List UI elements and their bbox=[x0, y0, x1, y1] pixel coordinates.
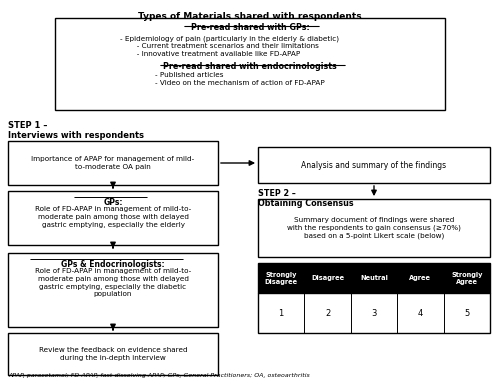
Text: Neutral: Neutral bbox=[360, 275, 388, 281]
FancyBboxPatch shape bbox=[8, 141, 218, 185]
Text: 4: 4 bbox=[418, 308, 423, 318]
FancyBboxPatch shape bbox=[8, 253, 218, 327]
Text: 3: 3 bbox=[372, 308, 376, 318]
Text: Summary document of findings were shared
with the respondents to gain consensus : Summary document of findings were shared… bbox=[287, 217, 461, 239]
FancyBboxPatch shape bbox=[258, 293, 490, 333]
FancyBboxPatch shape bbox=[8, 191, 218, 245]
FancyBboxPatch shape bbox=[258, 199, 490, 257]
Text: Pre-read shared with GPs:: Pre-read shared with GPs: bbox=[190, 23, 310, 32]
Text: STEP 2 –
Obtaining Consensus: STEP 2 – Obtaining Consensus bbox=[258, 189, 354, 208]
Text: STEP 1 –
Interviews with respondents: STEP 1 – Interviews with respondents bbox=[8, 121, 144, 141]
Text: 1: 1 bbox=[278, 308, 284, 318]
Text: Importance of APAP for management of mild-
to-moderate OA pain: Importance of APAP for management of mil… bbox=[32, 156, 194, 170]
Text: Analysis and summary of the findings: Analysis and summary of the findings bbox=[302, 161, 446, 169]
Text: GPs & Endocrinologists:: GPs & Endocrinologists: bbox=[61, 260, 165, 269]
Text: Agree: Agree bbox=[410, 275, 432, 281]
Text: 2: 2 bbox=[325, 308, 330, 318]
Text: Review the feedback on evidence shared
during the in-depth interview: Review the feedback on evidence shared d… bbox=[38, 347, 188, 361]
FancyBboxPatch shape bbox=[258, 263, 490, 293]
Text: Disagree: Disagree bbox=[311, 275, 344, 281]
Text: Pre-read shared with endocrinologists: Pre-read shared with endocrinologists bbox=[163, 62, 337, 71]
Text: - Current treatment scenarios and their limitations: - Current treatment scenarios and their … bbox=[130, 43, 319, 49]
Text: Strongly
Agree: Strongly Agree bbox=[451, 271, 482, 285]
FancyBboxPatch shape bbox=[258, 147, 490, 183]
Text: Role of FD-APAP in management of mild-to-
moderate pain among those with delayed: Role of FD-APAP in management of mild-to… bbox=[35, 268, 191, 297]
FancyBboxPatch shape bbox=[8, 333, 218, 375]
Text: Strongly
Disagree: Strongly Disagree bbox=[264, 271, 298, 285]
Text: APAP, paracetamol; FD-APAP, fast-dissolving APAP; GPs, General Practitioners; OA: APAP, paracetamol; FD-APAP, fast-dissolv… bbox=[8, 373, 310, 378]
Text: 5: 5 bbox=[464, 308, 469, 318]
Text: - Innovative treatment available like FD-APAP: - Innovative treatment available like FD… bbox=[130, 51, 300, 57]
Text: Types of Materials shared with respondents: Types of Materials shared with responden… bbox=[138, 12, 362, 21]
Text: GPs:: GPs: bbox=[104, 198, 123, 207]
Text: - Video on the mechanism of action of FD-APAP: - Video on the mechanism of action of FD… bbox=[155, 80, 325, 86]
FancyBboxPatch shape bbox=[55, 18, 445, 110]
Text: - Published articles: - Published articles bbox=[155, 72, 224, 78]
Text: Role of FD-APAP in management of mild-to-
moderate pain among those with delayed: Role of FD-APAP in management of mild-to… bbox=[35, 206, 191, 228]
Text: - Epidemiology of pain (particularly in the elderly & diabetic): - Epidemiology of pain (particularly in … bbox=[120, 35, 339, 42]
